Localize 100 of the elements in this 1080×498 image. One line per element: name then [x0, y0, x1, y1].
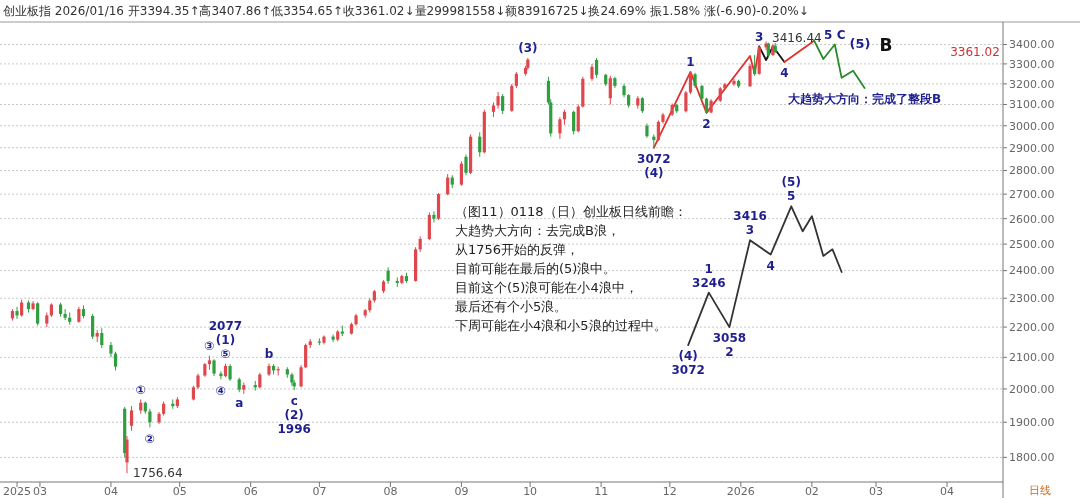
y-tick-label: 1900.00 [1009, 416, 1055, 430]
annotation: 下周可能在小4浪和小5浪的过程中。 [455, 318, 667, 333]
annotation: 3 [755, 29, 764, 44]
candlestick [594, 57, 599, 79]
annotation: ② [144, 431, 155, 446]
x-tick-label: 07 [312, 485, 327, 498]
annotation: (3) [518, 41, 538, 56]
candlestick [432, 210, 436, 223]
annotation: 大趋势大方向：去完成B浪， [455, 223, 620, 238]
candlestick [63, 308, 67, 321]
annotation: (5) [781, 175, 801, 190]
y-tick-label: 2800.00 [1009, 164, 1055, 178]
candlestick [125, 435, 129, 474]
candlestick [148, 408, 152, 428]
candlestick [113, 351, 118, 371]
y-tick-label: 2400.00 [1009, 264, 1055, 278]
annotation: 4 [766, 258, 775, 273]
annotation: 5 C [824, 27, 846, 42]
annotation: ④ [215, 383, 226, 398]
annotation: 3 [745, 223, 755, 238]
x-tick-label: 04 [940, 485, 955, 498]
candlestick [572, 110, 576, 135]
annotation: b [264, 346, 274, 361]
annotation: 3246 [692, 275, 726, 290]
annotation: 1996 [277, 422, 311, 437]
annotation: 2077 [208, 318, 243, 333]
annotation: 3416 [733, 209, 767, 224]
annotation: 2 [725, 345, 734, 360]
y-tick-label: 2100.00 [1009, 351, 1055, 365]
annotation: 4 [780, 66, 789, 81]
x-tick-label: 2026 [726, 485, 755, 498]
annotation: B [879, 34, 893, 55]
annotation: (4) [678, 349, 698, 364]
candlestick [446, 173, 450, 196]
y-tick-label: 3200.00 [1009, 77, 1055, 91]
annotation: 3416.44 [772, 30, 822, 45]
candlestick [656, 119, 661, 142]
annotation: 3072 [671, 363, 705, 378]
annotation: 3361.02 [950, 45, 1000, 60]
x-tick-label: 09 [454, 485, 469, 498]
x-tick-label: 03 [32, 485, 47, 498]
annotation: 3058 [712, 331, 747, 346]
y-tick-label: 2000.00 [1009, 382, 1055, 396]
candlestick [299, 364, 303, 388]
annotation: (4) [644, 165, 664, 180]
annotation: 目前这个(5)浪可能在小4浪中， [455, 280, 638, 295]
y-tick-label: 3000.00 [1009, 119, 1055, 133]
y-tick-label: 2600.00 [1009, 212, 1055, 226]
x-tick-label: 08 [383, 485, 398, 498]
candlestick [478, 131, 482, 158]
candlestick [748, 63, 752, 88]
candlestick [753, 54, 757, 77]
x-tick-label: 12 [662, 485, 677, 498]
annotation: 从1756开始的反弹， [455, 242, 580, 257]
y-tick-label: 3300.00 [1009, 57, 1055, 71]
annotation: 2 [702, 117, 711, 132]
annotation: (1) [215, 332, 236, 347]
y-tick-label: 2500.00 [1009, 237, 1055, 251]
annotation: 1 [704, 261, 713, 276]
candlestick [15, 306, 19, 320]
annotation: (2) [284, 408, 304, 423]
candlestick [129, 405, 134, 432]
candlestick [331, 334, 335, 343]
candlestick [91, 313, 95, 340]
y-tick-label: 2300.00 [1009, 292, 1055, 306]
x-tick-label: 04 [103, 485, 118, 498]
candlestick [304, 343, 308, 369]
x-tick-label: 02 [804, 485, 819, 498]
candlestick [464, 154, 468, 176]
y-tick-label: 3400.00 [1009, 38, 1055, 52]
annotation: （图11）0118（日）创业板日线前瞻： [455, 204, 687, 219]
annotation: 5 [787, 189, 796, 204]
x-tick-label: 03 [869, 485, 884, 498]
y-tick-label: 1800.00 [1009, 451, 1055, 465]
annotation: 大趋势大方向：完成了整段B [787, 92, 942, 107]
x-tick-label: 06 [243, 485, 258, 498]
annotation: 目前可能在最后的(5)浪中。 [455, 261, 617, 276]
candlestick [36, 301, 40, 327]
candlestick [684, 90, 688, 113]
annotation: 1756.64 [132, 466, 183, 481]
annotation: ① [135, 382, 146, 397]
annotation: c [290, 394, 298, 409]
annotation: a [235, 396, 244, 411]
candlestick [459, 160, 464, 187]
y-tick-label: 2200.00 [1009, 320, 1055, 334]
annotation: 3072 [637, 151, 671, 166]
candlestick [501, 93, 505, 115]
y-tick-label: 2900.00 [1009, 141, 1055, 155]
annotation: ⑤ [220, 346, 231, 361]
x-tick-label: 2025 [3, 485, 32, 498]
candlestick [100, 327, 104, 349]
annotation: ③ [204, 338, 215, 353]
x-tick-label: 10 [523, 485, 538, 498]
text: 日线 [1029, 483, 1051, 497]
annotation: (5) [849, 35, 871, 51]
candlestick [608, 75, 612, 105]
chart-title: 创业板指 2026/01/16 开3394.35↑高3407.86↑低3354.65↑收3361.02↓量299981558↓额83916725↓换24.69% 振1.58% 涨(-6.90)-0.20%↓ [3, 4, 809, 18]
candlestick [558, 116, 562, 140]
annotation: 1 [686, 55, 695, 70]
y-tick-label: 2700.00 [1009, 188, 1055, 202]
